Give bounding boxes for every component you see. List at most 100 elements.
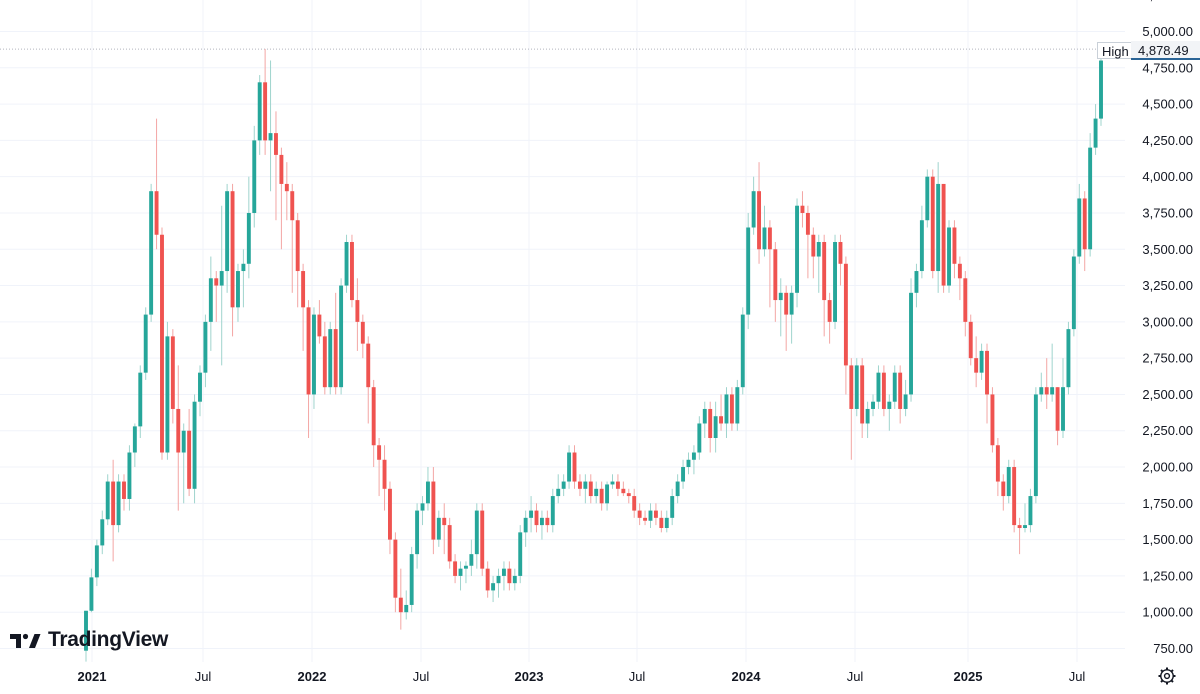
candle [176, 365, 181, 511]
candle [909, 278, 913, 402]
candle-body [621, 488, 626, 494]
candle [784, 285, 789, 351]
candle [1088, 133, 1093, 257]
candle-body [561, 481, 566, 489]
candle [1093, 104, 1098, 155]
candle [925, 169, 930, 228]
candle-body [317, 314, 322, 337]
candle-body [648, 510, 653, 521]
candle-body [149, 191, 154, 315]
candle-body [393, 539, 398, 598]
candle-body [1066, 329, 1071, 388]
candle [974, 336, 979, 388]
candle [1033, 387, 1038, 504]
y-tick-label: 3,750.00 [1142, 205, 1193, 220]
candle [914, 263, 919, 308]
candle [1066, 321, 1071, 395]
candles [84, 48, 1103, 662]
candle [1077, 183, 1082, 264]
candle [246, 176, 251, 279]
candle [583, 474, 588, 504]
candle [729, 387, 734, 431]
candle-body [659, 517, 664, 529]
candle-body [485, 568, 490, 591]
x-tick-label: 2021 [78, 669, 107, 684]
candle-body [719, 416, 724, 424]
candle [778, 278, 783, 337]
candle [268, 60, 273, 192]
x-axis: 2021 Jul 2022 Jul 2023 Jul 2024 Jul 2025 Jul [78, 669, 1086, 684]
candle [919, 205, 924, 279]
candle [898, 365, 903, 424]
x-tick-label: Jul [195, 669, 212, 684]
y-tick-label: 4,500.00 [1142, 97, 1193, 112]
candle [274, 111, 278, 221]
candle-body [930, 176, 935, 272]
candle [388, 481, 392, 555]
candle [501, 561, 506, 591]
candle-body [974, 358, 979, 373]
candle [138, 365, 143, 438]
candle-body [1061, 387, 1065, 431]
candle [1061, 358, 1065, 438]
candle [160, 227, 164, 460]
candle-body [550, 496, 555, 526]
candle [615, 474, 620, 497]
candle-body [1006, 467, 1011, 497]
settings-gear-icon[interactable] [1157, 666, 1177, 686]
y-tick-label: 5,000.00 [1142, 24, 1193, 39]
candle [534, 503, 539, 533]
candle-body [469, 554, 474, 566]
candle [1023, 503, 1027, 533]
candle [317, 300, 322, 344]
candle-body [849, 365, 854, 409]
tradingview-brand[interactable]: TradingView [10, 628, 168, 652]
candle-body [914, 271, 919, 293]
y-tick-label: 1,000.00 [1142, 605, 1193, 620]
candle-body [84, 610, 88, 651]
candle [995, 437, 1000, 497]
candle [903, 379, 908, 417]
candle [811, 227, 816, 279]
candle-body [610, 481, 615, 485]
candle-body [681, 467, 686, 482]
candle [892, 365, 897, 409]
candle [686, 452, 691, 475]
candle-body [447, 525, 452, 562]
candle [539, 510, 544, 540]
candle-body [333, 329, 338, 388]
candle-body [572, 452, 577, 482]
candle [751, 176, 756, 235]
candle-body [274, 133, 278, 155]
candle [420, 496, 425, 526]
candle-body [903, 394, 908, 409]
candle [795, 198, 799, 308]
candle [322, 321, 327, 395]
candle [708, 401, 713, 453]
candle [512, 568, 517, 591]
candle [89, 568, 94, 613]
candle-body [947, 227, 951, 286]
candle-body [425, 481, 430, 504]
candle [816, 234, 821, 293]
y-tick-label: 2,250.00 [1142, 423, 1193, 438]
candle-body [122, 481, 126, 499]
candle-body [198, 372, 202, 402]
candle-body [1071, 256, 1076, 330]
candle [431, 467, 436, 555]
candle [762, 205, 767, 257]
candle-body [1050, 387, 1055, 395]
candle [257, 75, 262, 155]
candle [936, 162, 941, 293]
candle [127, 445, 132, 511]
candle [208, 256, 213, 351]
candle [572, 445, 577, 489]
candle [735, 379, 740, 431]
candle-body [952, 227, 957, 264]
candle-body [599, 488, 604, 504]
candle [930, 169, 935, 279]
candle [360, 314, 365, 359]
candle-body [746, 227, 751, 315]
